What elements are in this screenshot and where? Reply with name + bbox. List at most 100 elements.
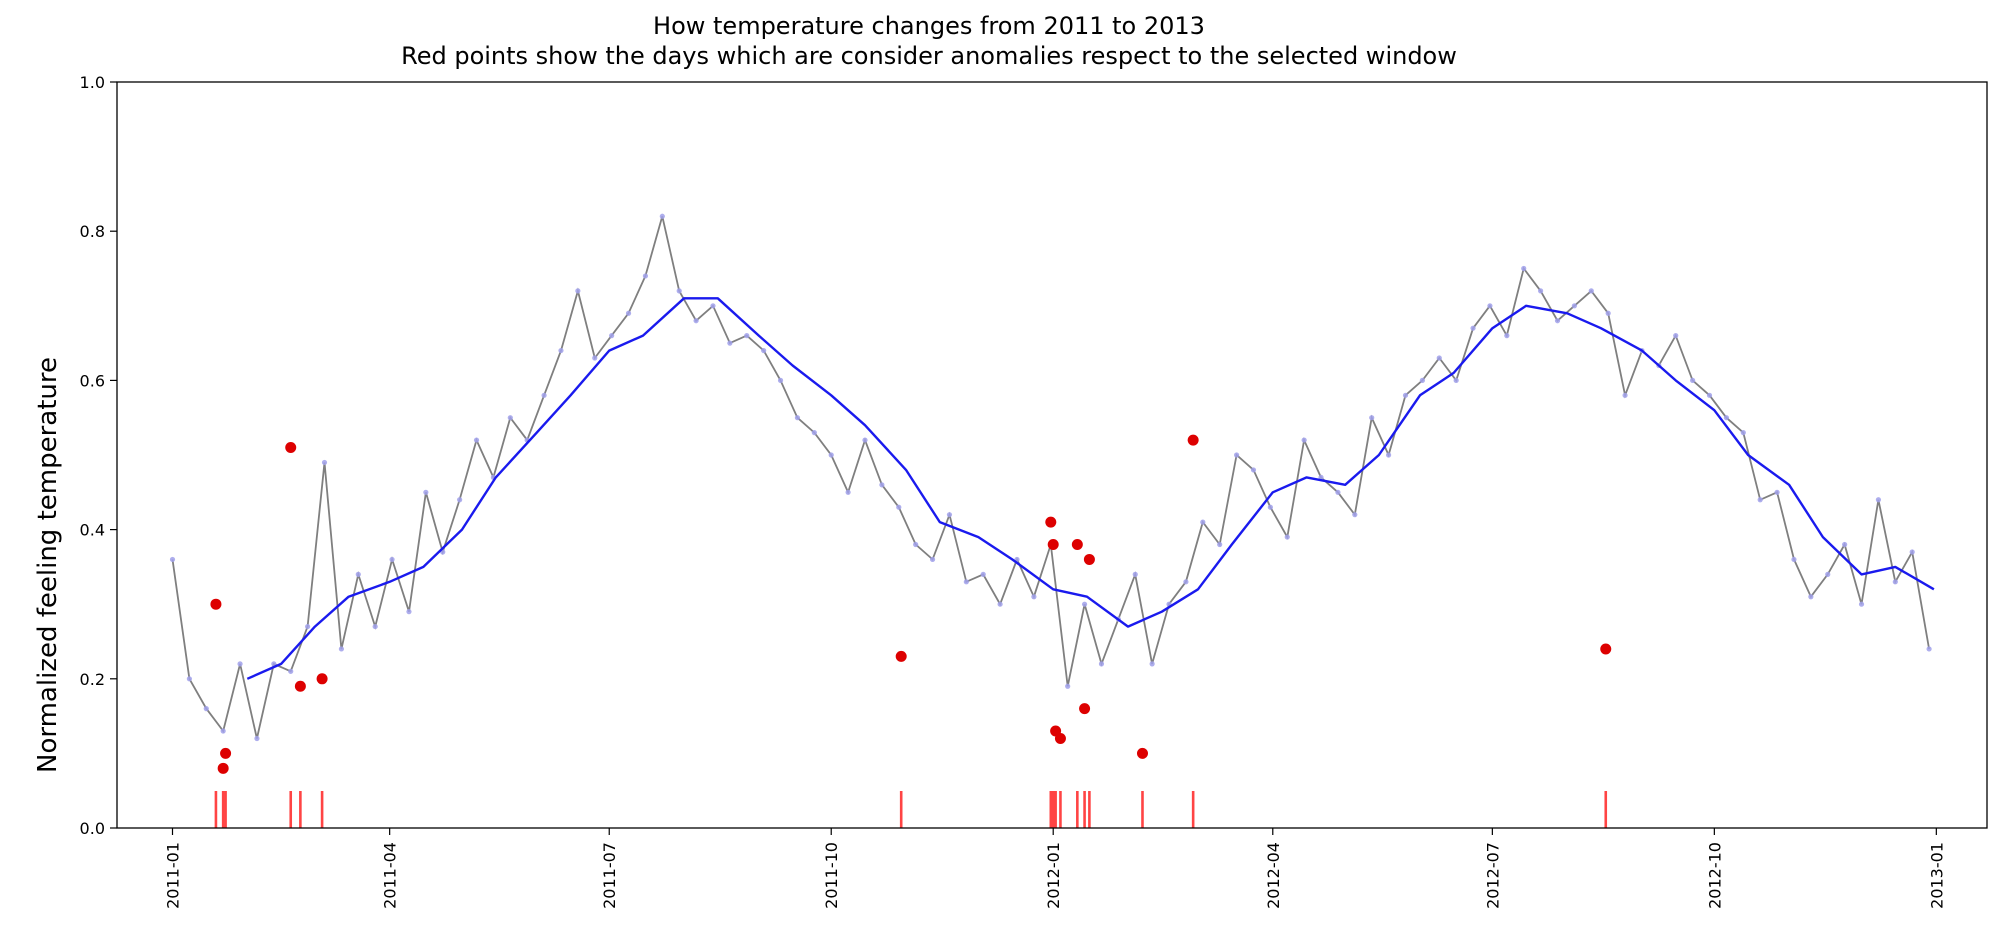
daily-point: [220, 728, 226, 734]
daily-point: [1318, 474, 1324, 480]
anomaly-point: [217, 762, 229, 774]
anomaly-point: [220, 747, 232, 759]
daily-point: [541, 392, 547, 398]
rolling-mean-series: [246, 297, 1935, 680]
anomaly-point: [1045, 516, 1057, 528]
daily-point: [1081, 601, 1088, 607]
daily-point: [828, 452, 834, 458]
daily-point: [1605, 310, 1611, 316]
y-tick-label: 0.2: [80, 670, 105, 689]
daily-point: [625, 310, 632, 316]
daily-point: [811, 430, 817, 436]
daily-point: [1132, 571, 1138, 577]
daily-point: [761, 347, 767, 354]
daily-point: [710, 303, 716, 309]
x-axis-ticks: 2011-01 2011-04 2011-07 2011-10 2012-01 2012-…: [163, 828, 1946, 909]
daily-point: [1892, 579, 1898, 585]
x-tick-label: 2012-10: [1705, 842, 1724, 909]
daily-point: [254, 735, 260, 742]
daily-point: [693, 318, 699, 324]
daily-point: [727, 340, 733, 346]
daily-point: [321, 459, 328, 466]
daily-point: [997, 601, 1003, 607]
daily-point: [355, 571, 361, 577]
anomaly-points: [210, 434, 1612, 774]
daily-point: [777, 377, 784, 383]
anomaly-point: [1187, 434, 1199, 446]
daily-point: [1622, 392, 1628, 398]
anomaly-point: [294, 680, 306, 692]
daily-point: [913, 541, 919, 548]
daily-point: [507, 415, 513, 421]
daily-temperature-line: [171, 216, 1930, 739]
daily-point: [1436, 355, 1442, 361]
daily-series: [169, 213, 1932, 742]
daily-point: [946, 512, 953, 518]
daily-point: [1301, 437, 1307, 443]
daily-point: [1386, 452, 1392, 458]
daily-point: [1740, 430, 1746, 436]
daily-point: [879, 482, 885, 488]
chart-title: How temperature changes from 2011 to 201…: [653, 12, 1205, 40]
daily-point: [423, 489, 429, 495]
daily-point: [186, 676, 192, 682]
daily-point: [1352, 512, 1358, 518]
rolling-mean-line: [246, 297, 1935, 680]
daily-point: [1808, 594, 1814, 600]
daily-point: [1183, 579, 1189, 585]
daily-point: [1554, 318, 1561, 324]
anomaly-point: [1054, 732, 1066, 744]
x-tick-label: 2011-01: [163, 842, 182, 909]
daily-point: [744, 333, 750, 339]
y-tick-label: 0.0: [80, 819, 105, 838]
daily-point: [1098, 661, 1105, 667]
daily-point: [1402, 392, 1409, 398]
anomaly-point: [895, 650, 907, 662]
daily-point: [457, 497, 463, 503]
daily-point: [237, 661, 243, 667]
anomaly-point: [285, 442, 297, 454]
daily-point: [558, 347, 564, 354]
daily-point: [963, 579, 969, 585]
daily-point: [1842, 541, 1848, 548]
daily-point: [1673, 333, 1679, 339]
daily-point: [1065, 683, 1071, 689]
x-tick-label: 2012-01: [1044, 842, 1063, 909]
daily-point: [1588, 288, 1594, 294]
daily-point: [1335, 489, 1341, 495]
daily-point: [1487, 303, 1493, 309]
daily-point: [1791, 556, 1797, 563]
daily-point: [1774, 489, 1780, 495]
anomaly-point: [1047, 539, 1059, 551]
daily-point: [1757, 497, 1763, 503]
x-tick-label: 2012-04: [1264, 842, 1283, 909]
anomaly-point: [1600, 643, 1612, 655]
daily-point: [288, 668, 294, 674]
daily-point: [1453, 377, 1459, 383]
daily-point: [676, 288, 682, 294]
daily-point: [1875, 497, 1882, 503]
y-axis-label: Normalized feeling temperature: [33, 357, 63, 773]
daily-point: [1909, 549, 1915, 555]
daily-point: [1250, 467, 1257, 473]
daily-point: [1538, 288, 1544, 294]
daily-point: [1419, 377, 1425, 383]
daily-point: [1825, 571, 1831, 577]
daily-point: [929, 556, 936, 563]
daily-point: [592, 355, 598, 361]
daily-point: [1858, 601, 1865, 607]
daily-point: [372, 623, 378, 630]
x-tick-label: 2011-04: [381, 842, 400, 909]
daily-point: [1470, 325, 1476, 331]
daily-point: [1149, 661, 1155, 667]
daily-point: [1521, 265, 1527, 272]
y-tick-label: 0.4: [80, 521, 105, 540]
daily-point: [338, 646, 344, 652]
daily-point: [659, 213, 665, 219]
x-tick-label: 2013-01: [1927, 842, 1946, 909]
daily-point: [1571, 303, 1577, 309]
daily-point: [845, 489, 851, 495]
daily-point: [896, 504, 902, 510]
y-tick-label: 0.8: [80, 222, 105, 241]
daily-point: [1284, 534, 1290, 540]
